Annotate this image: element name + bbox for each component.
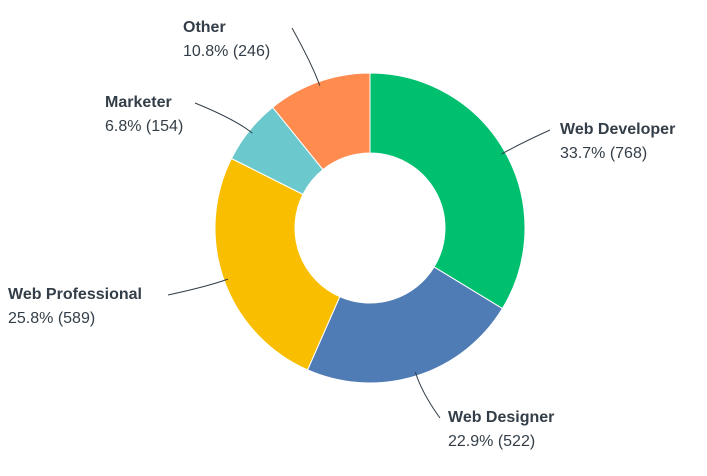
slice-value-label: 25.8% (589) [8,310,95,327]
donut-slice [369,72,526,310]
leader-line [167,278,229,296]
leader-line [414,371,441,419]
donut-slice [272,72,371,171]
leader-line [291,27,321,86]
slice-value-label: 6.8% (154) [105,118,183,135]
donut-slice [306,266,504,384]
slice-label: Web Professional [8,286,142,303]
slice-label: Marketer [105,94,172,111]
leader-line [194,102,253,134]
slice-value-label: 22.9% (522) [448,433,535,450]
donut-slice [214,157,341,371]
slice-value-label: 10.8% (246) [183,43,270,60]
slice-label: Web Developer [560,121,675,138]
leader-line [501,129,551,155]
slice-label: Web Designer [448,409,554,426]
slice-label: Other [183,19,226,36]
slice-value-label: 33.7% (768) [560,145,647,162]
